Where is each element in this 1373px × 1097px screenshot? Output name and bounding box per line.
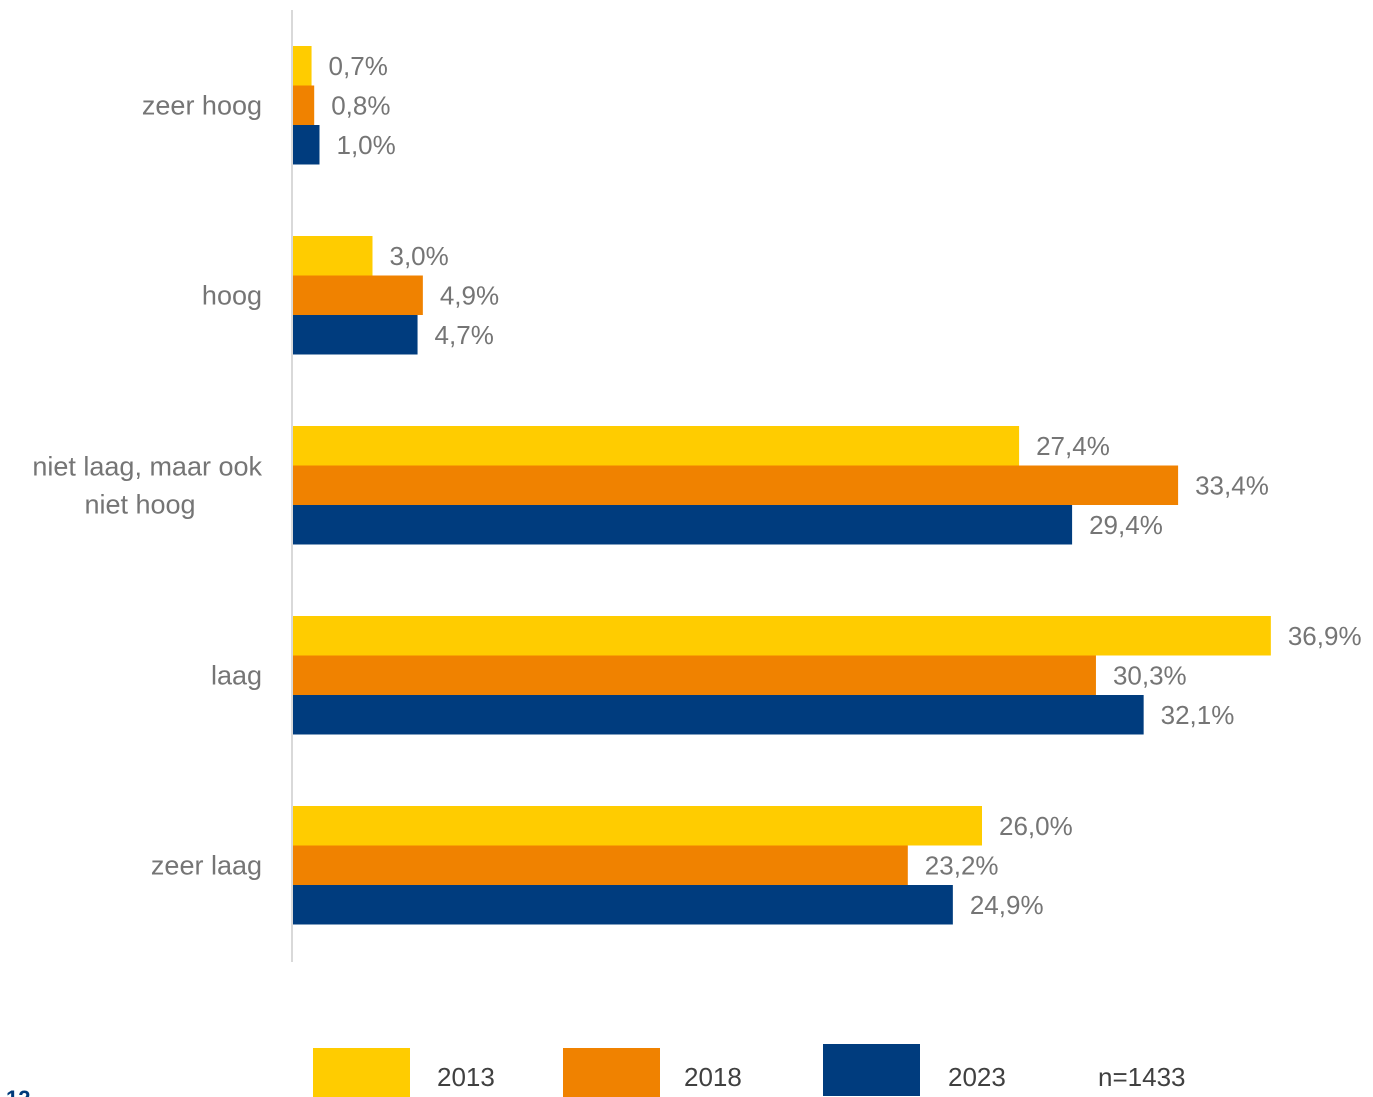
legend-swatch-2023 — [823, 1044, 920, 1096]
legend-swatch-2018 — [563, 1048, 660, 1097]
value-label-2013-5: 26,0% — [999, 811, 1073, 841]
value-label-2023-3: 29,4% — [1089, 510, 1163, 540]
bar-2013-1 — [293, 46, 312, 86]
value-label-2018-5: 23,2% — [925, 850, 999, 880]
category-label-5: zeer laag — [151, 850, 262, 880]
value-label-2018-4: 30,3% — [1113, 660, 1187, 690]
category-label-3-line-2: niet hoog — [84, 489, 195, 519]
value-label-2013-4: 36,9% — [1288, 621, 1362, 651]
legend: 2013 2018 2023 — [313, 1044, 1006, 1097]
sample-size-note: n=1433 — [1098, 1062, 1185, 1092]
bar-2013-5 — [293, 806, 982, 846]
value-label-2018-2: 4,9% — [440, 280, 499, 310]
legend-label-2018: 2018 — [684, 1062, 742, 1092]
bar-2023-1 — [293, 125, 320, 165]
bar-2013-2 — [293, 236, 373, 276]
category-label-4: laag — [211, 660, 262, 690]
bar-2023-4 — [293, 695, 1144, 735]
value-label-2018-3: 33,4% — [1195, 470, 1269, 500]
bars-group — [293, 46, 1271, 925]
value-labels-group: 0,7% 0,8% 1,0% 3,0% 4,9% 4,7% 27,4% 33,4% 29,4% 3… — [329, 51, 1362, 920]
value-label-2023-1: 1,0% — [337, 130, 396, 160]
bar-2013-4 — [293, 616, 1271, 656]
legend-label-2013: 2013 — [437, 1062, 495, 1092]
value-label-2018-1: 0,8% — [331, 90, 390, 120]
bar-2018-2 — [293, 275, 423, 315]
bar-2018-4 — [293, 655, 1096, 695]
bar-2013-3 — [293, 426, 1020, 466]
bar-2023-5 — [293, 885, 953, 925]
bar-2018-1 — [293, 85, 315, 125]
page-number: 12 — [6, 1086, 30, 1097]
bar-2018-5 — [293, 845, 908, 885]
category-label-2: hoog — [202, 280, 262, 310]
bar-2018-3 — [293, 465, 1179, 505]
value-label-2023-2: 4,7% — [435, 320, 494, 350]
legend-label-2023: 2023 — [948, 1062, 1006, 1092]
category-label-1: zeer hoog — [142, 90, 262, 120]
value-label-2023-4: 32,1% — [1161, 700, 1235, 730]
bar-2023-2 — [293, 315, 418, 355]
bar-2023-3 — [293, 505, 1073, 545]
category-labels-group: zeer hoog hoog niet laag, maar ook niet hoo… — [32, 90, 262, 880]
value-label-2013-1: 0,7% — [329, 51, 388, 81]
value-label-2013-2: 3,0% — [390, 241, 449, 271]
value-label-2023-5: 24,9% — [970, 890, 1044, 920]
category-label-3-line-1: niet laag, maar ook — [32, 451, 262, 481]
value-label-2013-3: 27,4% — [1036, 431, 1110, 461]
legend-swatch-2013 — [313, 1048, 410, 1097]
